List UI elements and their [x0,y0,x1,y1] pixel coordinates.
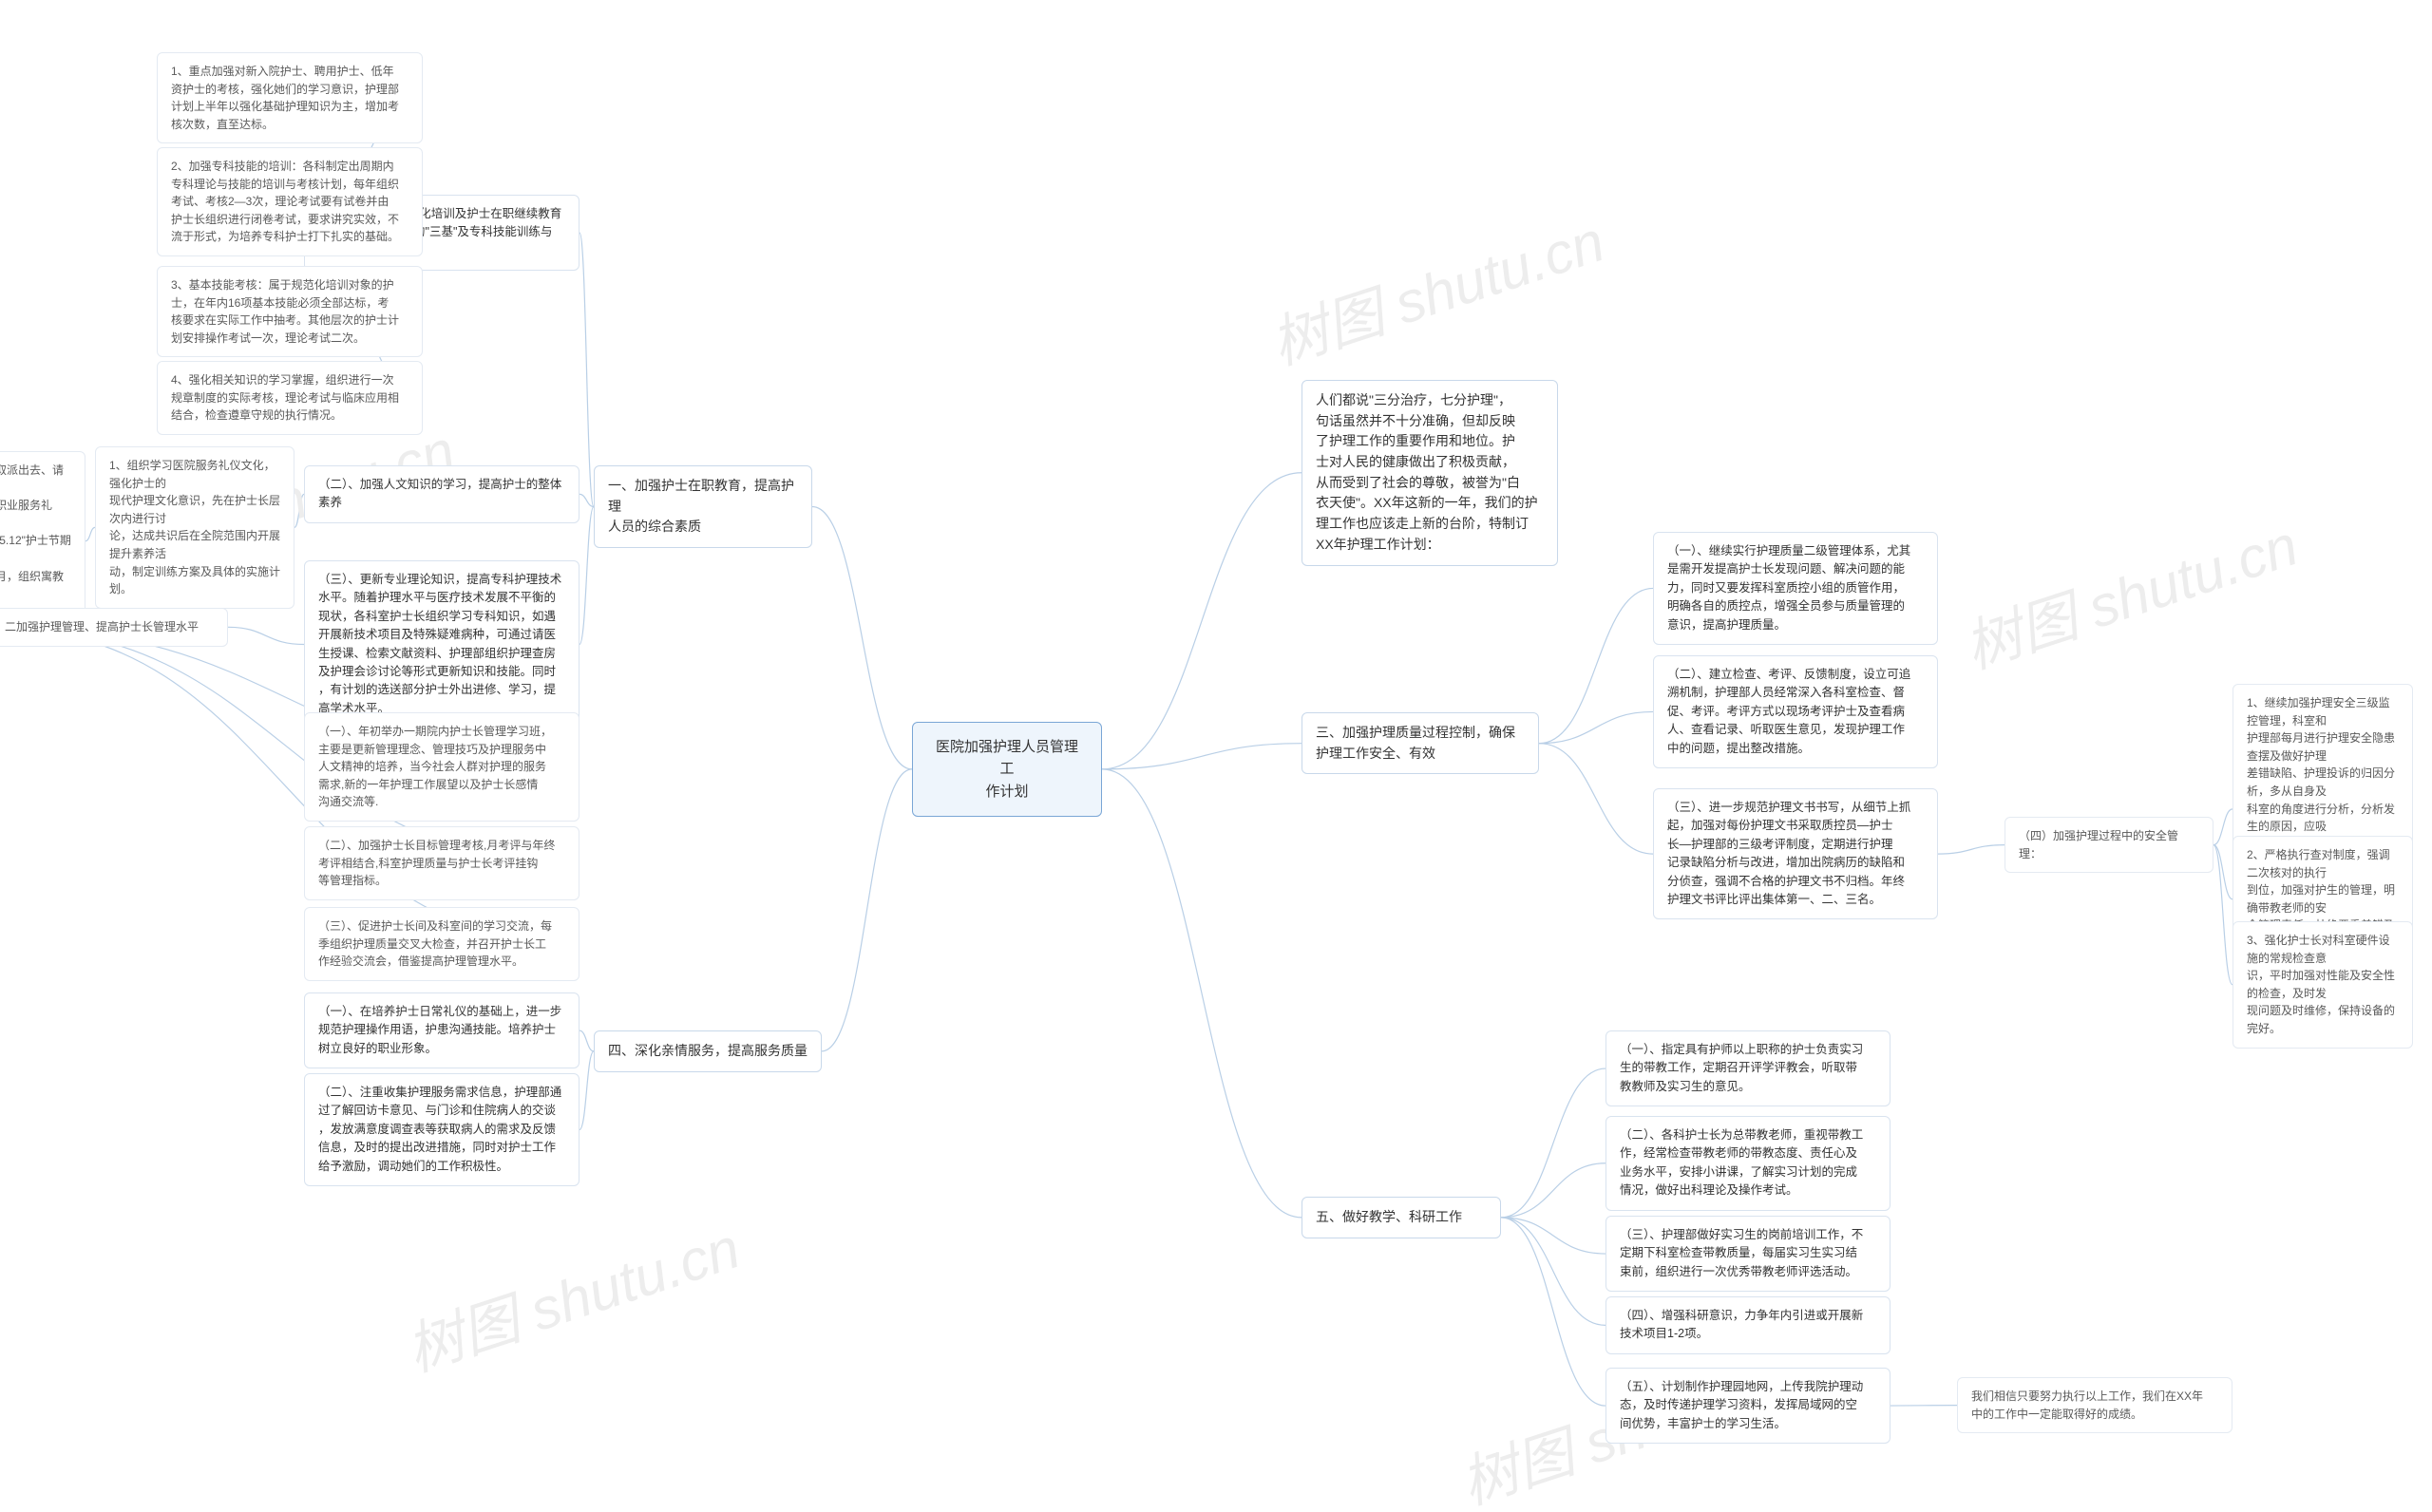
node-l1-1-1: 1、重点加强对新入院护士、聘用护士、低年 资护士的考核，强化她们的学习意识，护理… [157,52,423,143]
watermark-3: 树图 shutu.cn [1952,500,2307,685]
node-l1-1-2: 2、加强专科技能的培训：各科制定出周期内 专科理论与技能的培训与考核计划，每年组… [157,147,423,256]
node-r3: 三、加强护理质量过程控制，确保 护理工作安全、有效 [1302,712,1539,774]
node-l1: 一、加强护士在职教育，提高护理 人员的综合素质 [594,465,812,548]
node-r3-3a-3: 3、强化护士长对科室硬件设施的常规检查意 识，平时加强对性能及安全性的检查，及时… [2232,921,2413,1049]
node-r3-1: （一）、继续实行护理质量二级管理体系，尤其 是需开发提高护士长发现问题、解决问题… [1653,532,1938,645]
watermark-2: 树图 shutu.cn [1259,196,1613,381]
node-l1-2-1a: 安排全院性的讲座和争取派出去、请进来的方 式学习护士社交礼仪及职业服务礼仪。开展… [0,451,86,631]
node-r5-4: （四）、增强科研意识，力争年内引进或开展新 技术项目1-2项。 [1606,1296,1890,1354]
node-l1-2-1: 1、组织学习医院服务礼仪文化，强化护士的 现代护理文化意识，先在护士长层次内进行… [95,446,294,609]
node-r5-5a: 我们相信只要努力执行以上工作，我们在XX年 中的工作中一定能取得好的成绩。 [1957,1377,2232,1433]
node-l1-3a-1: （一）、年初举办一期院内护士长管理学习班， 主要是更新管理理念、管理技巧及护理服… [304,712,580,822]
node-l1-3a-3: （三）、促进护士长间及科室间的学习交流，每 季组织护理质量交叉大检查，并召开护士… [304,907,580,981]
node-r5: 五、做好教学、科研工作 [1302,1197,1501,1238]
node-l4: 四、深化亲情服务，提高服务质量 [594,1030,822,1072]
node-r5-3: （三）、护理部做好实习生的岗前培训工作，不 定期下科室检查带教质量，每届实习生实… [1606,1216,1890,1292]
node-root: 医院加强护理人员管理工 作计划 [912,722,1102,817]
node-l1-3a: 二加强护理管理、提高护士长管理水平 [0,608,228,647]
node-l1-3a-2: （二）、加强护士长目标管理考核,月考评与年终 考评相结合,科室护理质量与护士长考… [304,826,580,900]
node-l4-1: （一）、在培养护士日常礼仪的基础上，进一步 规范护理操作用语，护患沟通技能。培养… [304,992,580,1068]
node-r5-2: （二）、各科护士长为总带教老师，重视带教工 作，经常检查带教老师的带教态度、责任… [1606,1116,1890,1211]
node-r3-3: （三）、进一步规范护理文书书写，从细节上抓 起，加强对每份护理文书采取质控员—护… [1653,788,1938,919]
node-r5-5: （五）、计划制作护理园地网，上传我院护理动 态，及时传递护理学习资料，发挥局域网… [1606,1368,1890,1444]
node-l1-1-3: 3、基本技能考核：属于规范化培训对象的护 士，在年内16项基本技能必须全部达标，… [157,266,423,357]
watermark-4: 树图 shutu.cn [394,1202,749,1388]
node-l1-2: （二）、加强人文知识的学习，提高护士的整体 素养 [304,465,580,523]
node-r3-3a: （四）加强护理过程中的安全管理： [2004,817,2214,873]
node-r3-2: （二）、建立检查、考评、反馈制度，设立可追 溯机制，护理部人员经常深入各科室检查… [1653,655,1938,768]
node-intro: 人们都说"三分治疗，七分护理"， 句话虽然并不十分准确，但却反映 了护理工作的重… [1302,380,1558,566]
node-r5-1: （一）、指定具有护师以上职称的护士负责实习 生的带教工作，定期召开评学评教会，听… [1606,1030,1890,1106]
node-l1-3: （三）、更新专业理论知识，提高专科护理技术 水平。随着护理水平与医疗技术发展不平… [304,560,580,728]
node-l4-2: （二）、注重收集护理服务需求信息，护理部通 过了解回访卡意见、与门诊和住院病人的… [304,1073,580,1186]
node-l1-1-4: 4、强化相关知识的学习掌握，组织进行一次 规章制度的实际考核，理论考试与临床应用… [157,361,423,435]
